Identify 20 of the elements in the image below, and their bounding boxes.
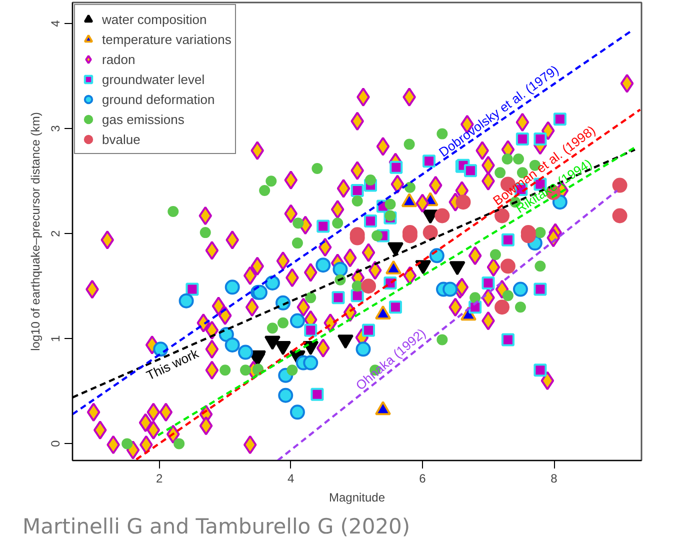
y-tick-label: 3 [48, 124, 62, 132]
legend-label: bvalue [102, 131, 140, 147]
legend-label: ground deformation [102, 91, 215, 107]
x-tick-label: 4 [288, 472, 295, 486]
x-tick-label: 2 [156, 472, 163, 486]
legend-label: water composition [102, 11, 207, 27]
legend-label: groundwater level [102, 71, 205, 87]
y-axis-title: log10 of earthquake–precursor distance (km) [28, 112, 42, 351]
legend-label: radon [102, 51, 136, 67]
x-axis-title: Magnitude [328, 490, 386, 504]
y-tick-label: 0 [48, 440, 62, 448]
text: Martinelli G and Tamburello G (2020) [22, 514, 410, 538]
y-tick-label: 1 [48, 334, 62, 342]
x-tick-label: 6 [419, 472, 426, 486]
x-tick-label: 8 [550, 472, 558, 486]
y-tick-label: 2 [48, 230, 62, 237]
y-tick-label: 4 [48, 20, 62, 27]
text: This work [144, 345, 202, 384]
legend-label: gas emissions [102, 111, 184, 127]
legend-label: temperature variations [102, 31, 232, 47]
